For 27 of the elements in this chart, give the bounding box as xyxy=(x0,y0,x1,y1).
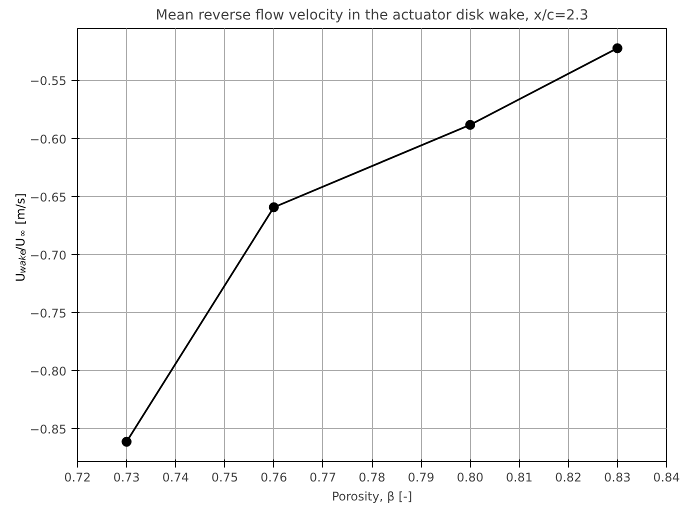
x-tick-label: 0.73 xyxy=(113,470,140,484)
y-tick-label: −0.75 xyxy=(30,306,67,320)
y-tick-label: −0.55 xyxy=(30,74,67,88)
x-tick-label: 0.78 xyxy=(358,470,386,484)
x-tick-label: 0.77 xyxy=(310,470,336,484)
point xyxy=(612,43,622,54)
x-tick-label: 0.76 xyxy=(260,470,288,484)
y-axis-title: Uwake/U∞ [m/s] xyxy=(14,193,28,282)
x-tick-label: 0.75 xyxy=(211,470,238,484)
point xyxy=(122,436,132,447)
x-tick-label: 0.72 xyxy=(64,470,91,484)
y-tick-label: −0.85 xyxy=(30,422,67,436)
y-tick-label: −0.60 xyxy=(30,132,67,146)
x-tick-label: 0.84 xyxy=(653,470,680,484)
x-tick-label: 0.80 xyxy=(456,470,484,484)
y-tick-label: −0.65 xyxy=(30,190,67,204)
point xyxy=(465,120,476,130)
chart-title: Mean reverse flow velocity in the actuator disk wake, x/c=2.3 xyxy=(156,8,588,24)
x-tick-label: 0.79 xyxy=(408,470,434,484)
point xyxy=(268,202,279,212)
x-tick-label: 0.81 xyxy=(506,470,533,484)
x-axis-title: Porosity, β [-] xyxy=(332,490,412,504)
x-tick-label: 0.82 xyxy=(554,470,582,484)
y-tick-label: −0.80 xyxy=(30,364,67,378)
x-tick-label: 0.83 xyxy=(604,470,631,484)
x-tick-label: 0.74 xyxy=(162,470,190,484)
y-tick-label: −0.70 xyxy=(30,248,67,262)
